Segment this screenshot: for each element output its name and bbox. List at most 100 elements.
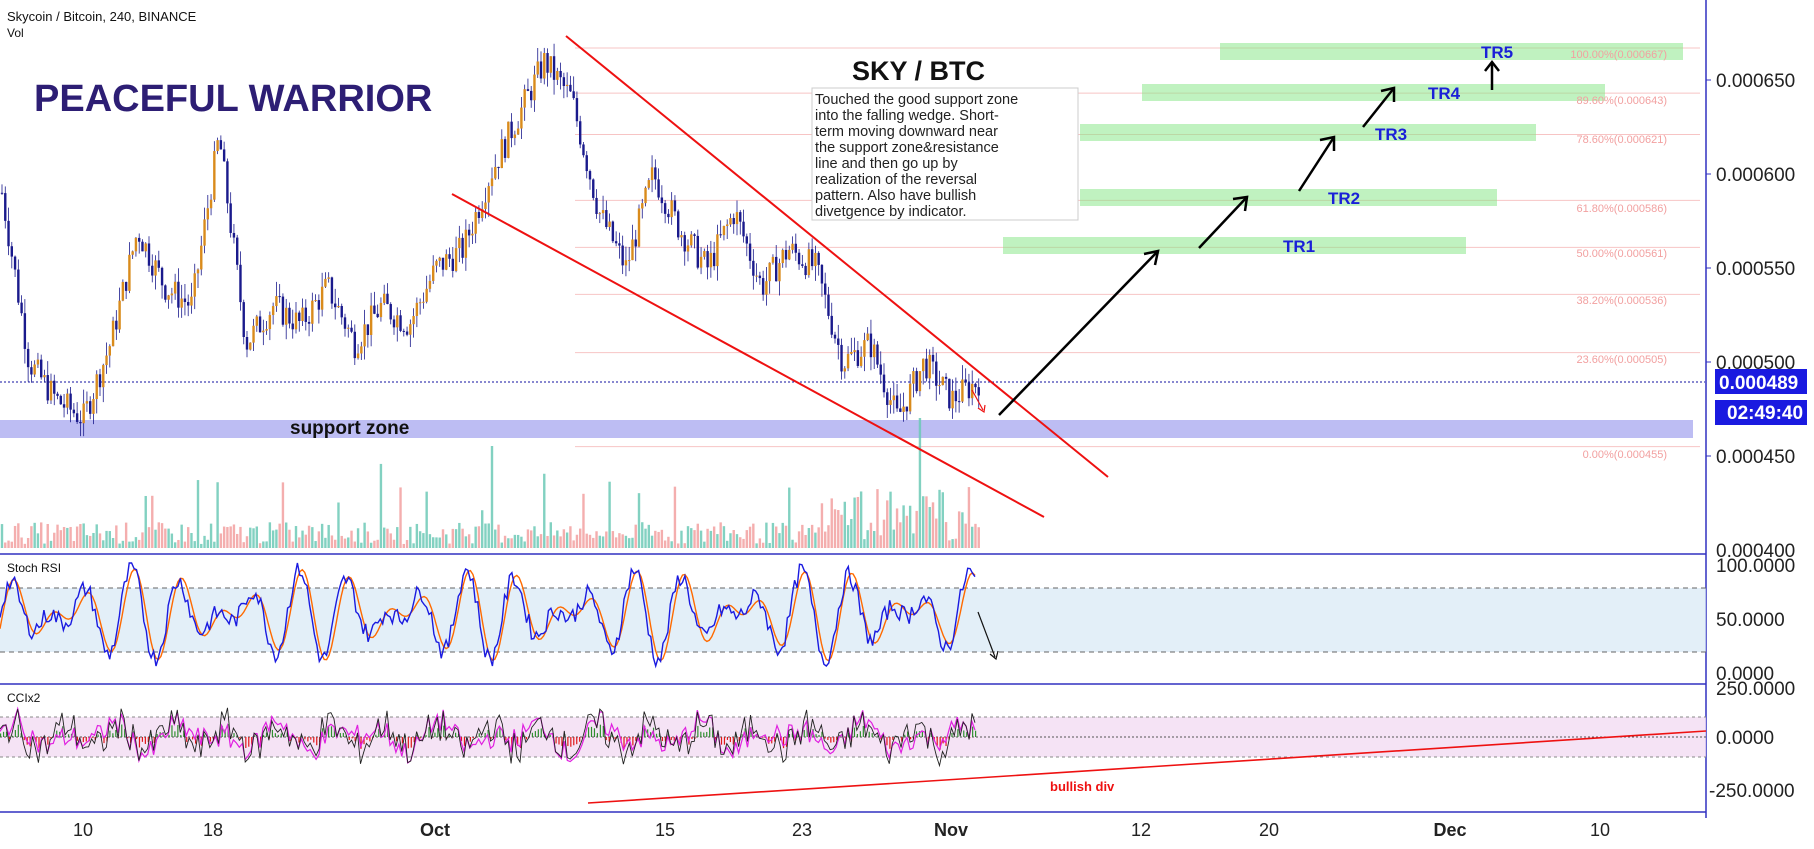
volume-bar [726, 540, 729, 548]
candle-body [314, 300, 317, 302]
candle-body [49, 380, 53, 401]
volume-bar [549, 522, 552, 548]
cci-bar [862, 725, 864, 737]
cci-bar [271, 729, 274, 737]
volume-bar [912, 533, 915, 548]
volume-bar [474, 526, 477, 548]
cci-bar [915, 731, 918, 737]
volume-bar [330, 535, 334, 548]
candle-body [621, 245, 624, 266]
candle-body [765, 281, 768, 295]
candle-body [631, 239, 634, 261]
volume-bar [719, 522, 722, 548]
cci-tick: -250.0000 [1709, 781, 1795, 802]
arrow-to-tr2-head [1232, 195, 1249, 212]
candle-body [866, 333, 869, 341]
cci-bar [540, 728, 542, 737]
cci-bar [709, 727, 711, 737]
cci-bar [635, 737, 637, 741]
candle-body [683, 235, 686, 252]
cci-bar [723, 737, 726, 745]
volume-bar [138, 539, 141, 548]
candle-body [892, 395, 895, 401]
cci-bar [856, 733, 859, 737]
volume-bar [670, 541, 673, 548]
candle-body [768, 262, 771, 282]
fib-label-89: 89.60%(0.000643) [1576, 95, 1667, 107]
volume-bar [193, 541, 196, 548]
volume-bar [386, 528, 389, 548]
candle-body [236, 237, 239, 265]
candle-body [376, 313, 379, 318]
volume-bar [141, 532, 144, 548]
volume-bar [399, 487, 402, 548]
volume-bar [66, 527, 69, 548]
countdown-badge [1715, 400, 1807, 425]
volume-bar [23, 543, 27, 548]
candle-body [726, 224, 729, 227]
volume-bar [360, 542, 363, 548]
projection-arrows [998, 59, 1500, 416]
candle-body [739, 212, 742, 222]
candle-body [775, 256, 778, 282]
short-term-down-arrow [971, 389, 984, 411]
volume-bar [111, 538, 115, 548]
cci-bar [248, 737, 250, 747]
volume-bar [147, 527, 151, 548]
candle-body [4, 193, 7, 221]
volume-bar [686, 526, 690, 548]
cci-bar [753, 735, 755, 737]
candle-body [144, 243, 147, 252]
cci-bar [661, 737, 664, 742]
candle-body [363, 324, 366, 347]
x-tick: Nov [934, 820, 968, 840]
volume-bar [121, 540, 125, 548]
cci-bar [921, 730, 924, 737]
target-zone-tr1 [1003, 237, 1466, 254]
x-tick: 12 [1131, 820, 1151, 840]
volume-bar [151, 495, 154, 548]
volume-bar [160, 523, 164, 548]
volume-bar [539, 534, 543, 548]
cci-bar [803, 730, 805, 737]
candle-body [265, 329, 268, 331]
volume-bar [366, 531, 370, 548]
volume-bar [487, 523, 490, 548]
candle-body [53, 380, 56, 394]
candle-body [138, 237, 141, 242]
volume-bar [569, 526, 572, 548]
volume-bar [46, 523, 49, 548]
volume-bar [500, 542, 503, 548]
volume-bar [585, 533, 588, 548]
candle-body [794, 243, 797, 253]
volume-bar [451, 528, 454, 548]
cci-bar [280, 733, 282, 737]
candle-body [889, 400, 892, 405]
candle-body [13, 256, 17, 270]
candle-body [118, 300, 121, 330]
candle-body [69, 393, 72, 410]
candle-body [448, 254, 451, 259]
candle-body [601, 210, 605, 214]
cci-bar [174, 731, 176, 737]
volume-bar [275, 529, 278, 548]
volume-bar [255, 526, 258, 548]
candle-body [177, 281, 180, 308]
volume-bar [102, 540, 105, 548]
candle-body [680, 235, 683, 238]
candle-body [582, 144, 585, 156]
volume-bar [846, 525, 850, 548]
volume-bar [683, 543, 686, 548]
cci-bar [0, 733, 2, 737]
cci-bar [342, 732, 344, 737]
candle-body [343, 317, 347, 329]
cci-fast-line [0, 707, 976, 768]
x-tick: Oct [420, 820, 450, 840]
volume-bar [157, 522, 160, 548]
cci-bar [348, 737, 350, 740]
volume-bar [281, 482, 285, 548]
candle-body [797, 252, 801, 265]
volume-bar [631, 537, 634, 548]
volume-bar [4, 542, 7, 548]
volume-bar [75, 526, 79, 548]
